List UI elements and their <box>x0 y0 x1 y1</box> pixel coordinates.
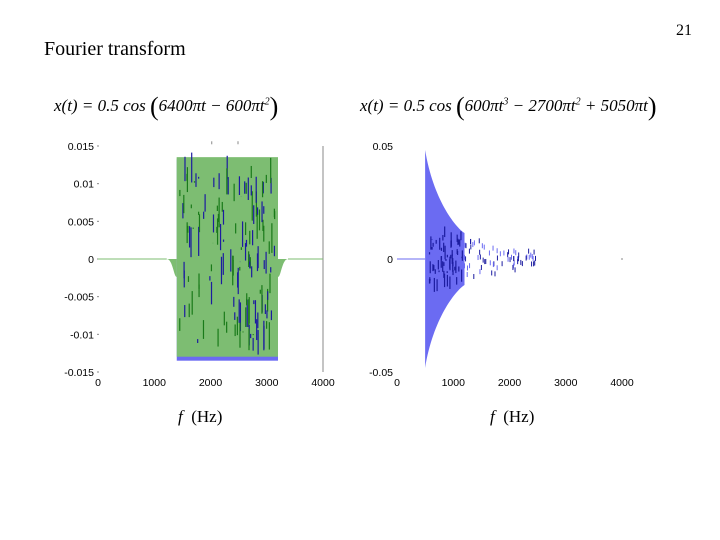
left-ytick-label: 0 <box>88 254 94 266</box>
left-ytick-label: 0.015 <box>68 141 94 153</box>
left-real-band-body <box>176 157 278 357</box>
left-xtick-label: 4000 <box>311 377 335 389</box>
formula-right-exp1: 3 <box>503 96 509 108</box>
right-xtick-label: 1000 <box>442 377 466 389</box>
left-xtick-label: 2000 <box>199 377 223 389</box>
formula-left: x(t) = 0.5 cos (6400πt − 600πt2) <box>54 92 279 121</box>
right-ytick-label: 0 <box>387 254 393 266</box>
left-ytick-label: 0.01 <box>74 179 95 191</box>
left-xtick-label: 0 <box>95 377 101 389</box>
left-imag-band <box>176 159 278 361</box>
right-xtick-label: 0 <box>394 377 400 389</box>
formula-left-exp: 2 <box>264 96 270 108</box>
xlabel-right-unit: (Hz) <box>503 407 535 426</box>
xlabel-right: f (Hz) <box>490 407 534 427</box>
right-xtick-label: 4000 <box>610 377 634 389</box>
left-ytick-label: 0.005 <box>68 216 94 228</box>
right-envelope <box>425 150 465 368</box>
slide-title: Fourier transform <box>44 38 186 60</box>
formula-right-term1: 600πt <box>464 96 504 115</box>
right-xtick-label: 3000 <box>554 377 578 389</box>
left-xtick-label: 3000 <box>255 377 279 389</box>
right-ytick-label: 0.05 <box>373 141 394 153</box>
xlabel-left: f (Hz) <box>178 407 222 427</box>
left-ytick-label: -0.015 <box>64 367 94 379</box>
formula-right: x(t) = 0.5 cos (600πt3 − 2700πt2 + 5050π… <box>360 92 657 121</box>
left-ytick-label: -0.005 <box>64 292 94 304</box>
formula-right-exp2: 2 <box>575 96 581 108</box>
left-ytick-label: -0.01 <box>70 329 94 341</box>
right-xtick-label: 2000 <box>498 377 522 389</box>
xlabel-left-unit: (Hz) <box>191 407 223 426</box>
formula-right-term2: − 2700πt <box>508 96 576 115</box>
formula-left-term: 6400πt − 600πt <box>158 96 265 115</box>
left-real-band <box>166 157 288 277</box>
formula-right-term3: + 5050πt <box>580 96 648 115</box>
xlabel-right-symbol: f <box>490 407 495 426</box>
page-number: 21 <box>676 22 692 39</box>
formula-right-lhs: x(t) = 0.5 cos <box>360 96 452 115</box>
right-ytick-label: -0.05 <box>369 367 393 379</box>
xlabel-left-symbol: f <box>178 407 183 426</box>
formula-left-lhs: x(t) = 0.5 cos <box>54 96 146 115</box>
left-xtick-label: 1000 <box>143 377 167 389</box>
